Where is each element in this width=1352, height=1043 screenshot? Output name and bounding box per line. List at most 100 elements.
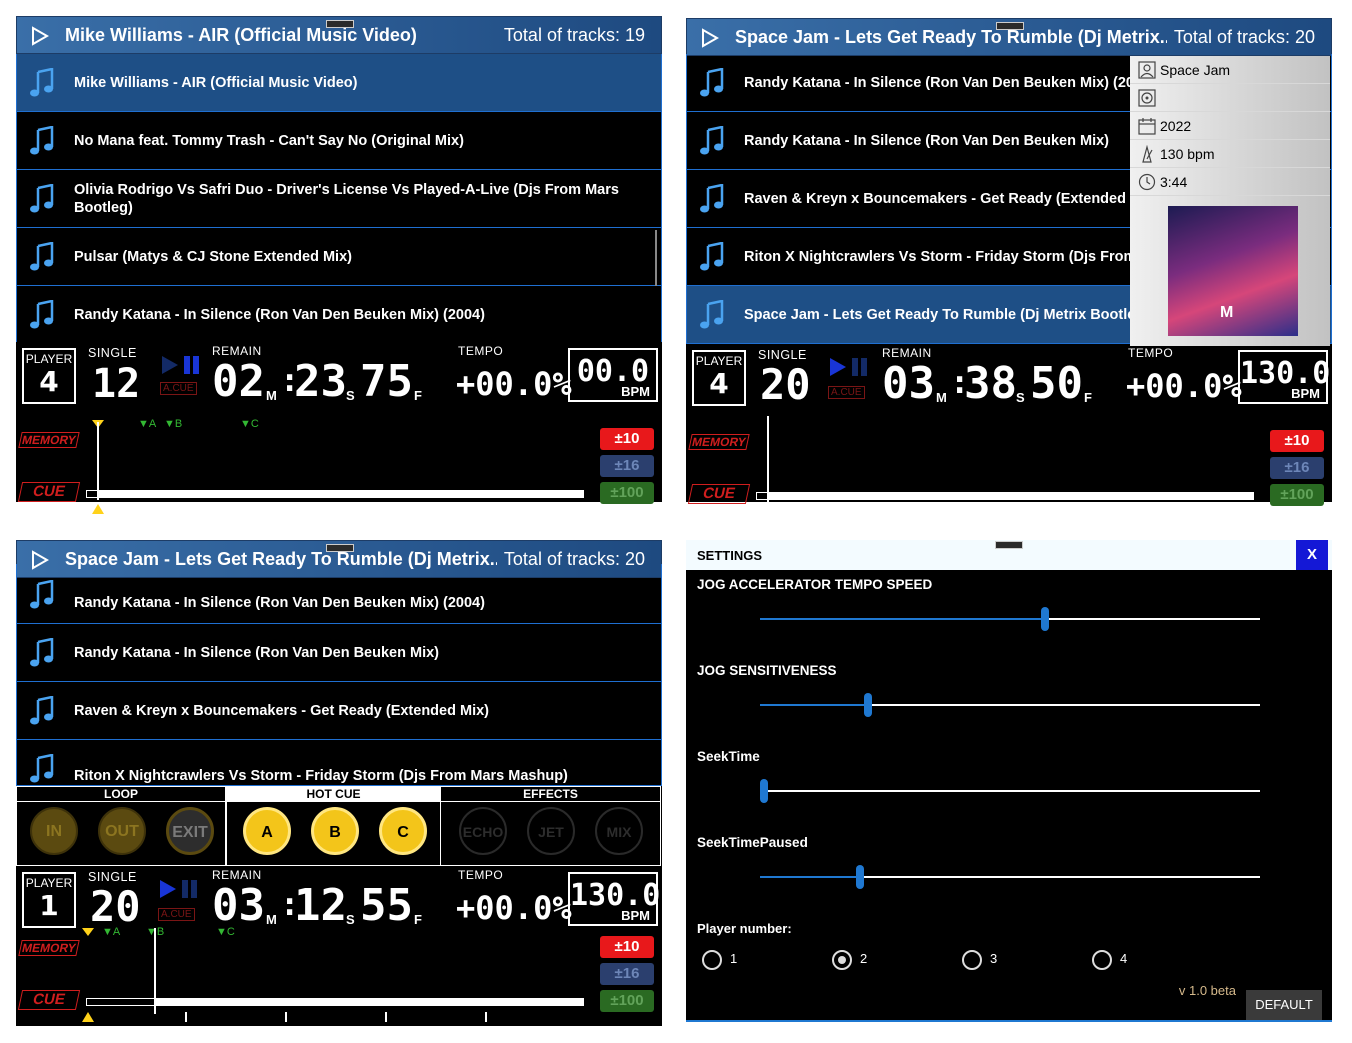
progress-bar[interactable]	[768, 492, 1254, 500]
play-pause-icon[interactable]	[158, 878, 200, 900]
list-item[interactable]: Riton X Nightcrawlers Vs Storm - Friday …	[687, 228, 1331, 286]
drag-handle[interactable]	[996, 22, 1024, 30]
seektime-paused-slider[interactable]	[760, 865, 1260, 889]
list-item[interactable]: Randy Katana - In Silence (Ron Van Den B…	[17, 564, 661, 624]
slider-label-jog-sensitiveness: JOG SENSITIVENESS	[697, 663, 837, 678]
hot-cue-section: HOT CUE A B C	[226, 786, 441, 866]
list-item[interactable]: Mike Williams - AIR (Official Music Vide…	[17, 54, 661, 112]
hot-cue-b-button[interactable]: B	[311, 807, 359, 855]
hot-cue-a-button[interactable]: A	[243, 807, 291, 855]
loop-in-button[interactable]: IN	[30, 807, 78, 855]
player-number-box: PLAYER 4	[692, 350, 746, 406]
remain-label: REMAIN	[212, 868, 262, 882]
drag-handle[interactable]	[995, 541, 1023, 549]
radio-circle[interactable]	[962, 950, 982, 970]
tempo-label: TEMPO	[458, 344, 504, 358]
list-item[interactable]: Raven & Kreyn x Bouncemakers - Get Ready…	[17, 682, 661, 740]
list-item[interactable]: Randy Katana - In Silence (Ron Van Den B…	[17, 624, 661, 682]
music-note-icon	[700, 184, 724, 213]
radio-circle[interactable]	[832, 950, 852, 970]
play-pause-icon[interactable]	[160, 354, 202, 376]
hot-cue-c-button[interactable]: C	[379, 807, 427, 855]
progress-bar[interactable]	[156, 998, 584, 1006]
play-pause-icon[interactable]	[828, 356, 870, 378]
list-item[interactable]: Randy Katana - In Silence (Ron Van Den B…	[687, 112, 1331, 170]
list-item[interactable]: No Mana feat. Tommy Trash - Can't Say No…	[17, 112, 661, 170]
fx-echo-button[interactable]: ECHO	[459, 807, 507, 855]
range-10-button[interactable]: ±10	[600, 936, 654, 958]
drag-handle[interactable]	[326, 544, 354, 552]
fx-jet-button[interactable]: JET	[527, 807, 575, 855]
person-icon	[1138, 61, 1156, 79]
cue-button[interactable]: CUE	[17, 990, 81, 1010]
player-number-box: PLAYER 1	[22, 872, 76, 928]
cue-button[interactable]: CUE	[687, 484, 751, 504]
slider-thumb[interactable]	[1041, 607, 1049, 631]
drag-handle[interactable]	[326, 20, 354, 28]
range-100-button[interactable]: ±100	[600, 990, 654, 1012]
popup-bpm-row: 130 bpm	[1130, 140, 1330, 168]
cue-marker-c: ▼C	[216, 926, 235, 938]
memory-button[interactable]: MEMORY	[688, 434, 750, 450]
list-item[interactable]: Raven & Kreyn x Bouncemakers - Get Ready…	[687, 170, 1331, 228]
close-button[interactable]: X	[1296, 540, 1328, 570]
position-marker-bottom	[92, 504, 104, 514]
popup-duration: 3:44	[1160, 174, 1188, 190]
deck-display: PLAYER 4 SINGLE 20 A.CUE REMAIN 03 M : 3…	[686, 344, 1332, 516]
metronome-icon	[1142, 145, 1153, 163]
radio-circle[interactable]	[702, 950, 722, 970]
list-item[interactable]: Randy Katana - In Silence (Ron Van Den B…	[17, 286, 661, 342]
bpm-label: BPM	[621, 384, 650, 399]
radio-circle[interactable]	[1092, 950, 1112, 970]
popup-year: 2022	[1160, 118, 1192, 134]
track-title: Riton X Nightcrawlers Vs Storm - Friday …	[744, 248, 1238, 265]
play-icon[interactable]	[701, 28, 719, 48]
time-colon: :	[280, 361, 300, 399]
range-16-button[interactable]: ±16	[600, 455, 654, 477]
list-item[interactable]: Riton X Nightcrawlers Vs Storm - Friday …	[17, 740, 661, 785]
range-16-button[interactable]: ±16	[1270, 457, 1324, 479]
deck-display: PLAYER 4 SINGLE 12 A.CUE REMAIN 02 M : 2…	[16, 342, 662, 514]
loop-exit-button[interactable]: EXIT	[166, 807, 214, 855]
list-item[interactable]: Olivia Rodrigo Vs Safri Duo - Driver's L…	[17, 170, 661, 228]
playlist-header[interactable]: Space Jam - Lets Get Ready To Rumble (Dj…	[16, 540, 662, 578]
cue-button[interactable]: CUE	[17, 482, 81, 502]
music-note-icon	[30, 300, 54, 329]
track-title: Randy Katana - In Silence (Ron Van Den B…	[74, 644, 439, 661]
default-button[interactable]: DEFAULT	[1246, 990, 1322, 1020]
slider-label-seektime-paused: SeekTimePaused	[697, 835, 808, 850]
range-10-button[interactable]: ±10	[600, 428, 654, 450]
slider-thumb[interactable]	[856, 865, 864, 889]
playlist-header[interactable]: Space Jam - Lets Get Ready To Rumble (Dj…	[686, 18, 1332, 56]
music-note-icon	[30, 696, 54, 725]
player-label: PLAYER	[25, 352, 73, 366]
playlist-header[interactable]: Mike Williams - AIR (Official Music Vide…	[16, 16, 662, 54]
progress-start	[756, 492, 768, 500]
play-icon[interactable]	[31, 550, 49, 570]
auto-cue-indicator: A.CUE	[158, 908, 195, 921]
scrollbar[interactable]	[655, 230, 657, 286]
range-16-button[interactable]: ±16	[600, 963, 654, 985]
list-item[interactable]: Randy Katana - In Silence (Ron Van Den B…	[687, 54, 1331, 112]
player-panel-3: Space Jam - Lets Get Ready To Rumble (Dj…	[16, 540, 662, 1026]
slider-thumb[interactable]	[760, 779, 768, 803]
range-100-button[interactable]: ±100	[1270, 484, 1324, 506]
list-item[interactable]: Pulsar (Matys & CJ Stone Extended Mix)	[17, 228, 661, 286]
play-icon[interactable]	[31, 26, 49, 46]
seektime-slider[interactable]	[760, 779, 1260, 803]
memory-button[interactable]: MEMORY	[18, 940, 80, 956]
memory-button[interactable]: MEMORY	[18, 432, 80, 448]
range-100-button[interactable]: ±100	[600, 482, 654, 504]
fx-mix-button[interactable]: MIX	[595, 807, 643, 855]
range-10-button[interactable]: ±10	[1270, 430, 1324, 452]
mode-label: SINGLE	[88, 346, 137, 360]
jog-sensitiveness-slider[interactable]	[760, 693, 1260, 717]
progress-bar[interactable]	[98, 490, 584, 498]
slider-thumb[interactable]	[864, 693, 872, 717]
jog-accelerator-slider[interactable]	[760, 607, 1260, 631]
loop-out-button[interactable]: OUT	[98, 807, 146, 855]
music-note-icon	[700, 68, 724, 97]
settings-header: SETTINGS X	[686, 540, 1332, 570]
track-number: 20	[760, 360, 811, 409]
music-note-icon	[30, 184, 54, 213]
